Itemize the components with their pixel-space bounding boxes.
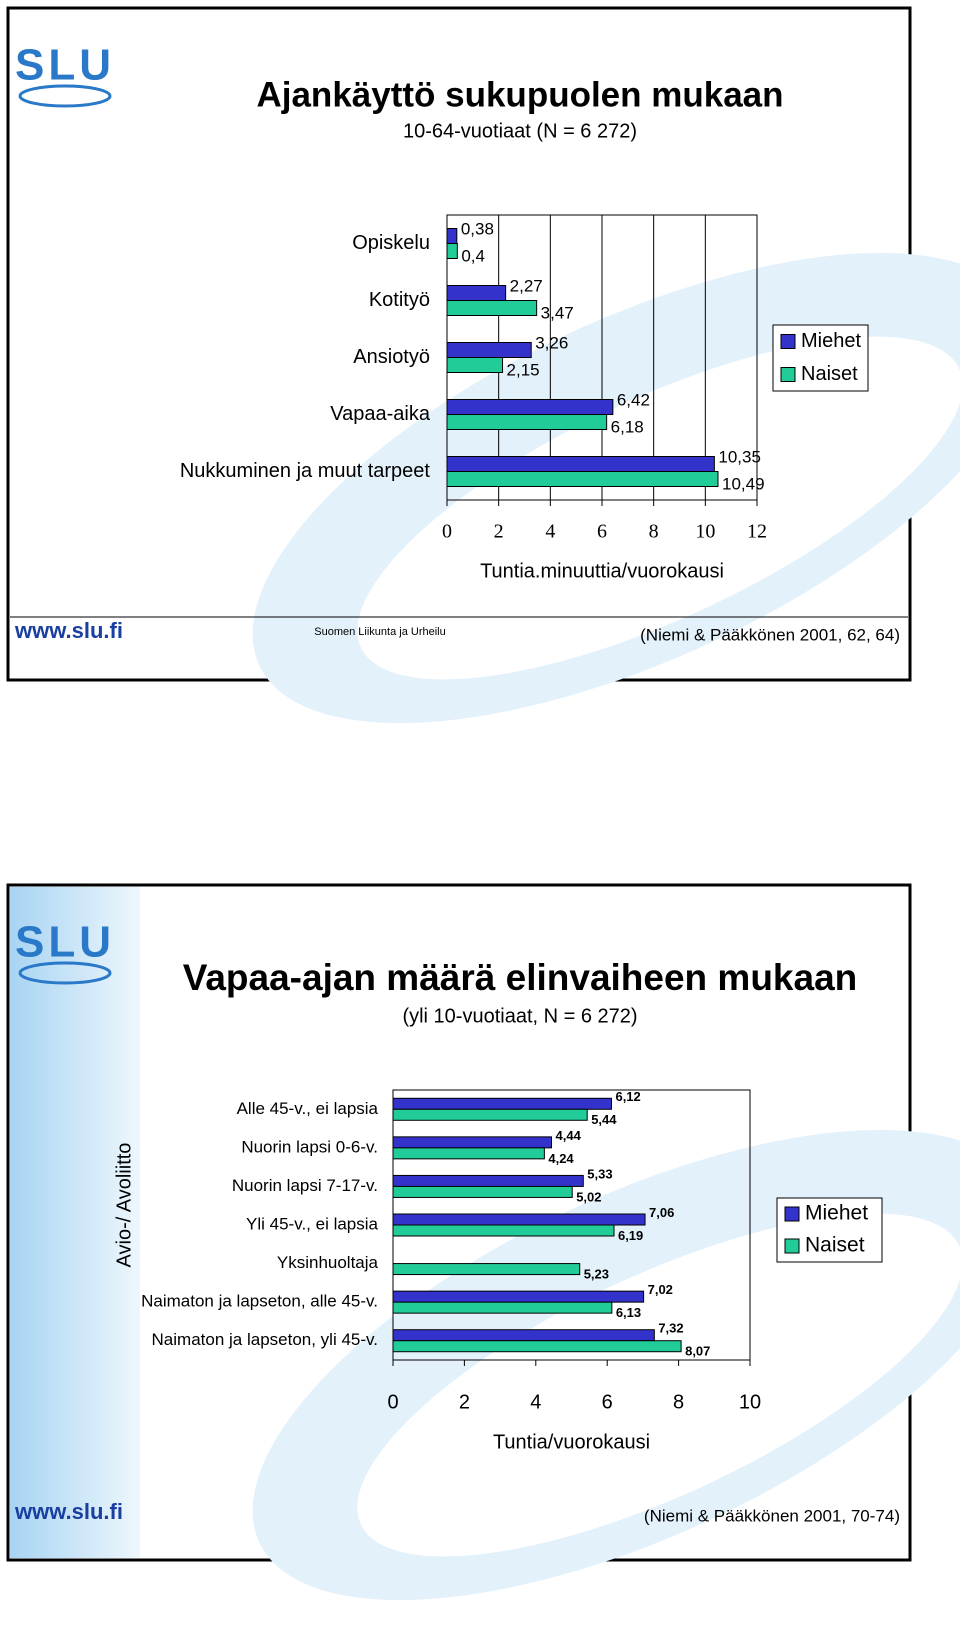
legend-label: Naiset xyxy=(801,363,858,385)
logo-ring xyxy=(18,961,112,985)
logo: SLU xyxy=(15,918,115,967)
x-tick-label: 0 xyxy=(387,1391,398,1413)
legend-swatch xyxy=(784,1206,800,1222)
x-tick-label: 4 xyxy=(545,521,555,543)
value-label: 2,15 xyxy=(507,360,540,379)
x-tick-label: 6 xyxy=(602,1391,613,1413)
bar xyxy=(392,1340,682,1353)
y-tick-label: Nukkuminen ja muut tarpeet xyxy=(180,460,431,482)
legend-label: Naiset xyxy=(805,1234,865,1257)
y-tick-label: Kotityö xyxy=(369,289,430,311)
x-tick-label: 8 xyxy=(649,521,659,543)
decor-arc xyxy=(357,1213,960,1557)
value-label: 6,18 xyxy=(611,417,644,436)
y-tick-label: Ansiotyö xyxy=(353,346,430,368)
y-tick-label: Yli 45-v., ei lapsia xyxy=(246,1214,379,1233)
bar xyxy=(392,1108,588,1121)
x-axis-label: Tuntia.minuuttia/vuorokausi xyxy=(480,560,724,582)
decor-strip xyxy=(10,887,140,1558)
bar xyxy=(446,357,504,373)
y-tick-label: Opiskelu xyxy=(352,232,430,254)
bar xyxy=(446,471,719,487)
value-label: 3,47 xyxy=(541,303,574,322)
bar xyxy=(446,243,458,259)
chart-subtitle: 10-64-vuotiaat (N = 6 272) xyxy=(403,120,637,142)
bar xyxy=(392,1213,646,1226)
value-label: 10,35 xyxy=(718,447,761,466)
footer-organization: Suomen Liikunta ja Urheilu xyxy=(314,626,445,638)
bar xyxy=(392,1185,573,1198)
x-tick-label: 6 xyxy=(597,521,607,543)
bar xyxy=(392,1147,545,1160)
bar xyxy=(392,1301,613,1314)
bar xyxy=(392,1263,581,1276)
value-label: 6,19 xyxy=(618,1228,643,1243)
value-label: 5,02 xyxy=(576,1189,601,1204)
x-tick-label: 10 xyxy=(695,521,715,543)
bar xyxy=(446,456,715,472)
value-label: 7,32 xyxy=(658,1321,683,1336)
bar xyxy=(446,414,608,430)
x-tick-label: 10 xyxy=(739,1391,761,1413)
y-tick-label: Nuorin lapsi 0-6-v. xyxy=(241,1137,378,1156)
logo: SLU xyxy=(15,41,115,90)
bar xyxy=(446,300,538,316)
bar xyxy=(446,285,507,301)
footer-source: (Niemi & Pääkkönen 2001, 62, 64) xyxy=(640,625,900,644)
chart-title: Ajankäyttö sukupuolen mukaan xyxy=(256,75,783,114)
value-label: 6,13 xyxy=(616,1305,641,1320)
bar xyxy=(392,1290,645,1303)
y-tick-label: Alle 45-v., ei lapsia xyxy=(237,1099,379,1118)
value-label: 5,44 xyxy=(591,1112,617,1127)
legend-swatch xyxy=(784,1238,800,1254)
value-label: 5,23 xyxy=(584,1267,609,1282)
footer-url: www.slu.fi xyxy=(14,1499,123,1524)
x-tick-label: 0 xyxy=(442,521,452,543)
group-label: Avio-/ Avoliitto xyxy=(113,1143,135,1268)
footer-source: (Niemi & Pääkkönen 2001, 70-74) xyxy=(644,1506,900,1525)
bar xyxy=(392,1174,584,1187)
bar xyxy=(392,1329,655,1342)
y-tick-label: Yksinhuoltaja xyxy=(277,1253,379,1272)
bar xyxy=(392,1136,553,1149)
y-tick-label: Nuorin lapsi 7-17-v. xyxy=(232,1176,378,1195)
x-tick-label: 12 xyxy=(747,521,767,543)
value-label: 7,02 xyxy=(648,1282,673,1297)
bar xyxy=(446,342,532,358)
value-label: 5,33 xyxy=(587,1166,612,1181)
footer-url: www.slu.fi xyxy=(14,618,123,643)
chart-title: Vapaa-ajan määrä elinvaiheen mukaan xyxy=(183,957,858,998)
decor-arc xyxy=(357,336,960,680)
value-label: 7,06 xyxy=(649,1205,674,1220)
value-label: 3,26 xyxy=(535,333,568,352)
x-axis-label: Tuntia/vuorokausi xyxy=(493,1431,650,1453)
legend-swatch xyxy=(780,367,796,382)
x-tick-label: 4 xyxy=(530,1391,541,1413)
bar xyxy=(392,1097,612,1110)
x-tick-label: 2 xyxy=(494,521,504,543)
bar xyxy=(446,228,458,244)
legend-label: Miehet xyxy=(805,1202,868,1225)
value-label: 0,4 xyxy=(461,246,485,265)
bar xyxy=(446,399,614,415)
x-tick-label: 8 xyxy=(673,1391,684,1413)
y-tick-label: Naimaton ja lapseton, alle 45-v. xyxy=(141,1292,378,1311)
value-label: 4,24 xyxy=(548,1151,574,1166)
value-label: 10,49 xyxy=(722,474,765,493)
value-label: 4,44 xyxy=(556,1128,582,1143)
value-label: 6,42 xyxy=(617,390,650,409)
value-label: 2,27 xyxy=(510,276,543,295)
value-label: 8,07 xyxy=(685,1344,710,1359)
value-label: 0,38 xyxy=(461,219,494,238)
x-tick-label: 2 xyxy=(459,1391,470,1413)
bar xyxy=(392,1224,615,1237)
logo-ring xyxy=(18,84,112,108)
chart-subtitle: (yli 10-vuotiaat, N = 6 272) xyxy=(402,1005,637,1027)
legend-label: Miehet xyxy=(801,330,861,352)
y-tick-label: Naimaton ja lapseton, yli 45-v. xyxy=(152,1330,378,1349)
y-tick-label: Vapaa-aika xyxy=(330,403,431,425)
legend-swatch xyxy=(780,334,796,349)
value-label: 6,12 xyxy=(615,1089,640,1104)
